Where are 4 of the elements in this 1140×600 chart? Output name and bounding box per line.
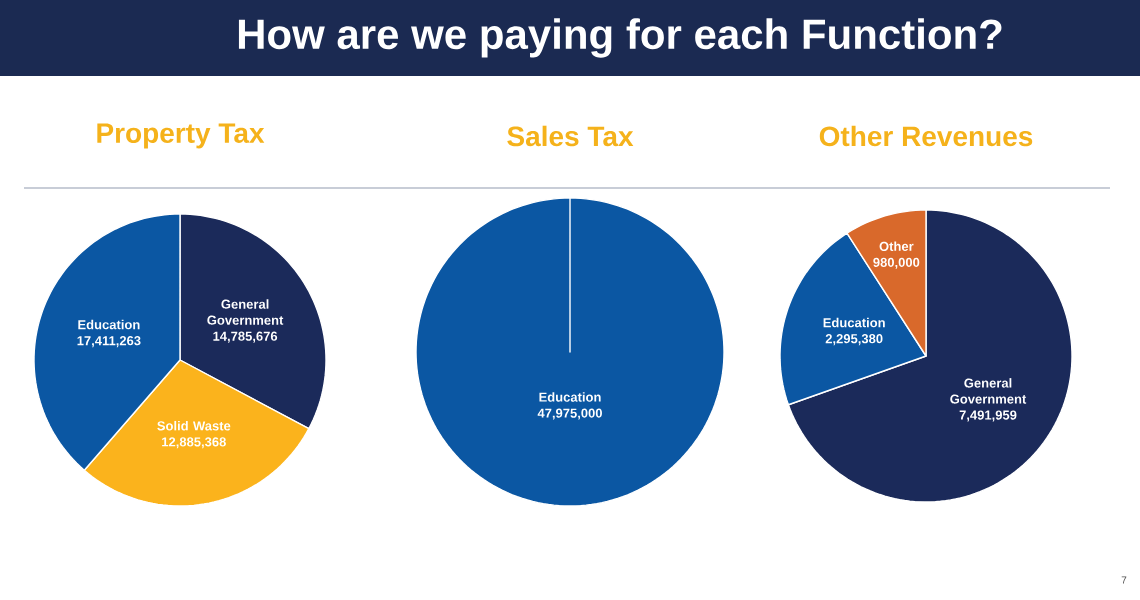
chart-title: Sales Tax: [507, 125, 634, 147]
chart-title: Other Revenues: [819, 125, 1033, 147]
chart-title: Property Tax: [97, 123, 265, 149]
text: How are we paying for each Function?: [238, 18, 1002, 58]
